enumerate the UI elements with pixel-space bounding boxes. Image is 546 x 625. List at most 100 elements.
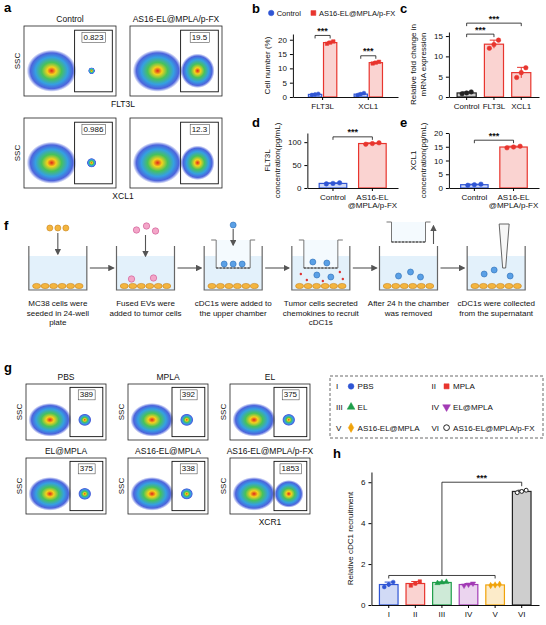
chemokine bbox=[322, 280, 324, 282]
tumor-cell bbox=[120, 283, 128, 288]
label-background bbox=[280, 464, 301, 474]
gate-value: 375 bbox=[284, 390, 298, 399]
step-caption-line: cDC1s were collected bbox=[457, 299, 534, 308]
flow-plot: 392 bbox=[128, 384, 208, 440]
gate-value: 19.5 bbox=[192, 33, 208, 42]
tick-label: Control bbox=[320, 193, 346, 202]
x-axis: ControlFLT3LXCL1 bbox=[449, 97, 539, 111]
tick: 0 bbox=[282, 93, 292, 102]
tumor-cell bbox=[513, 283, 521, 288]
tick-mark bbox=[368, 97, 369, 100]
gate-value: 338 bbox=[182, 464, 196, 473]
flow-plot: 389 bbox=[26, 384, 106, 440]
tumor-cell bbox=[417, 283, 425, 288]
bar-chart: 0246IIIIIIIVVVIRelative cDC1 recruitment… bbox=[330, 376, 543, 619]
fused-ev bbox=[143, 223, 149, 229]
tumor-cell bbox=[330, 283, 338, 288]
plot-frame bbox=[24, 26, 116, 96]
axis-title: SSC bbox=[219, 478, 228, 495]
tick-label: 0 bbox=[361, 601, 366, 610]
cell-population bbox=[27, 142, 77, 184]
data-point bbox=[377, 60, 380, 63]
axis-line bbox=[308, 188, 399, 189]
step-caption: MC38 cells wereseeded in 24-wellplate bbox=[27, 299, 89, 327]
tick: FLT3L bbox=[311, 97, 334, 111]
tick-label: 0 bbox=[438, 184, 443, 193]
flow-plot: 1853 bbox=[230, 458, 310, 514]
tick-mark bbox=[304, 188, 307, 189]
tick-mark bbox=[513, 188, 514, 191]
plot-frame bbox=[230, 384, 310, 440]
cdc1-cell bbox=[396, 273, 402, 279]
axis-title: Relative fold change inmRNA expression bbox=[409, 24, 428, 105]
plot-title: Control bbox=[56, 14, 84, 24]
medium bbox=[204, 256, 262, 290]
tick-mark bbox=[441, 605, 442, 608]
axis-title: Relative cDC1 recruitment bbox=[346, 491, 355, 585]
tumor-cell bbox=[488, 283, 496, 288]
tick: 2 bbox=[361, 560, 371, 569]
data-point bbox=[316, 92, 320, 96]
tick-label: 15 bbox=[434, 32, 443, 41]
panel-letter: g bbox=[4, 360, 12, 375]
x-axis: ControlAS16-EL@MPLA/p-FX bbox=[308, 188, 399, 210]
data-point bbox=[331, 181, 336, 186]
tick: I bbox=[388, 605, 390, 619]
axis-title: SSC bbox=[117, 478, 126, 495]
axis-line bbox=[372, 605, 540, 606]
tick-mark bbox=[290, 97, 293, 98]
flow-plot: 338 bbox=[128, 458, 208, 514]
marks bbox=[457, 38, 531, 97]
data-point bbox=[418, 580, 421, 583]
label-background bbox=[190, 125, 209, 135]
membrane bbox=[216, 267, 250, 268]
marks bbox=[130, 403, 193, 437]
gate-value: 0.986 bbox=[83, 125, 104, 134]
tumor-cell bbox=[146, 283, 154, 288]
data-point bbox=[493, 582, 497, 588]
data-point bbox=[520, 489, 524, 493]
tick: XCL1 bbox=[511, 97, 532, 111]
arrow bbox=[233, 229, 234, 245]
tumor-cell bbox=[409, 283, 417, 288]
cdc1-cell bbox=[310, 259, 316, 265]
legend-symbol bbox=[348, 423, 353, 432]
tick-label-line: XCL1 bbox=[511, 102, 532, 111]
legend-category: VI bbox=[432, 424, 440, 433]
tick-mark bbox=[304, 142, 307, 143]
tumor-cell bbox=[479, 283, 487, 288]
marks bbox=[461, 144, 528, 188]
significance-label: *** bbox=[489, 131, 500, 141]
bar-chart: 05101520ControlAS16-EL@MPLA/p-FXXCL1conc… bbox=[409, 122, 540, 210]
step-arrow bbox=[265, 267, 289, 268]
gate bbox=[70, 461, 103, 510]
tick: VI bbox=[518, 605, 526, 619]
arrow bbox=[57, 233, 58, 254]
label-background bbox=[180, 464, 197, 474]
data-point bbox=[470, 582, 475, 587]
medium bbox=[29, 256, 87, 290]
tick-mark bbox=[290, 83, 293, 84]
gate-value: 389 bbox=[80, 390, 94, 399]
chemokine bbox=[342, 278, 344, 280]
tick-mark bbox=[521, 97, 522, 100]
tick-label: 100 bbox=[288, 138, 302, 147]
gate bbox=[181, 122, 219, 184]
data-point bbox=[414, 582, 417, 585]
gate bbox=[75, 122, 113, 184]
step-caption-line: cDC1s bbox=[309, 318, 333, 327]
seeded-cell bbox=[47, 225, 53, 231]
y-axis: 05101520 bbox=[434, 129, 449, 193]
tumor-cell bbox=[471, 283, 479, 288]
cell-population bbox=[27, 50, 77, 92]
transwell-insert bbox=[392, 222, 426, 242]
tick-mark bbox=[290, 40, 293, 41]
fused-ev bbox=[152, 228, 158, 234]
tick-label: V bbox=[492, 610, 498, 619]
cell-population bbox=[130, 403, 173, 437]
data-point bbox=[464, 91, 469, 96]
axis-title: Cell number (%) bbox=[263, 36, 272, 94]
arrow bbox=[145, 235, 146, 256]
tumor-cell bbox=[250, 283, 258, 288]
tumor-cell bbox=[383, 283, 391, 288]
